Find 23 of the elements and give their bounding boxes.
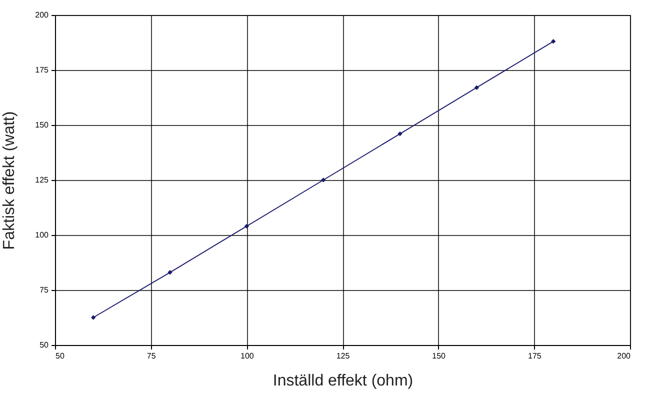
- x-tick-label: 125: [336, 352, 350, 360]
- y-tick-label: 75: [40, 286, 50, 294]
- point: [320, 178, 326, 182]
- point: [474, 85, 480, 90]
- point: [168, 270, 172, 275]
- y-tick-label: 175: [35, 66, 50, 74]
- point: [550, 39, 556, 44]
- y-tick-label: 200: [35, 10, 50, 20]
- x-tick-label: 75: [146, 352, 156, 360]
- y-tick-label: 125: [35, 176, 50, 184]
- y-axis-title: Faktisk effekt (watt): [1, 111, 18, 250]
- x-tick-label: 50: [56, 352, 65, 360]
- point: [398, 131, 402, 136]
- y-tick-label: 50: [40, 340, 50, 350]
- x-axis-title: Inställd effekt (ohm): [272, 372, 414, 390]
- x-tick-label: 150: [432, 352, 446, 360]
- point: [244, 224, 250, 229]
- point: [90, 315, 96, 320]
- x-tick-label: 100: [240, 352, 254, 360]
- x-tick-label: 200: [617, 352, 632, 360]
- y-tick-label: 100: [35, 230, 50, 240]
- y-tick-label: 150: [35, 120, 50, 130]
- x-tick-label: 175: [528, 352, 542, 360]
